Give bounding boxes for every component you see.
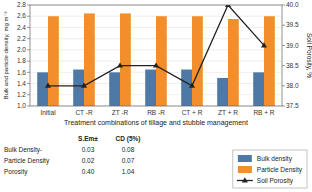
marker <box>117 62 123 67</box>
marker <box>261 42 267 47</box>
table-header: S.Em± <box>78 135 98 142</box>
y-tick-label: 1.2 <box>17 91 26 98</box>
legend-label: Particle Density <box>257 166 303 174</box>
bar <box>48 16 59 106</box>
bar <box>264 16 275 106</box>
bar <box>109 72 120 106</box>
y-tick <box>27 49 30 50</box>
y-tick-label: 2.2 <box>17 35 26 42</box>
y2-tick <box>282 106 285 107</box>
y2-tick <box>282 25 285 26</box>
y-tick-label: 1.0 <box>17 102 26 109</box>
footer-table: S.Em± CD (5%) Bulk Density- 0.03 0.08 Particl… <box>4 135 140 176</box>
background <box>0 0 312 192</box>
y-tick-label: 1.4 <box>17 80 26 87</box>
y2-tick-label: 39.0 <box>286 42 299 49</box>
x-tick-label: CT + R <box>182 109 203 116</box>
table-cell: 0.08 <box>122 146 135 153</box>
y-tick <box>27 5 30 6</box>
plot-frame <box>30 5 282 106</box>
plot-data <box>37 5 275 106</box>
table-cell: Bulk Density- <box>4 146 42 154</box>
marker <box>45 83 51 88</box>
y-tick-label: 1.6 <box>17 69 26 76</box>
table-cell: Porosity <box>4 168 28 176</box>
bar <box>217 78 228 106</box>
y-tick <box>27 106 30 107</box>
y2-tick <box>282 85 285 86</box>
table-cell: 0.02 <box>82 157 95 164</box>
y-tick-label: 1.8 <box>17 57 26 64</box>
y2-tick-label: 38.0 <box>286 82 299 89</box>
y-tick <box>27 72 30 73</box>
legend-label: Bulk density <box>257 155 293 163</box>
x-tick-label: RB + R <box>253 109 274 116</box>
bar <box>228 19 239 106</box>
y-tick <box>27 94 30 95</box>
table-cell: Particle Density <box>4 157 50 165</box>
line <box>48 5 264 86</box>
y-tick <box>27 16 30 17</box>
y2-tick-label: 39.5 <box>286 21 299 28</box>
table-cell: 0.07 <box>122 157 135 164</box>
y2-tick-label: 38.5 <box>286 62 299 69</box>
table-cell: 1.04 <box>122 168 135 175</box>
y-tick <box>27 83 30 84</box>
y-axis-label: Bulk and particle density, mg m⁻³ <box>3 11 9 99</box>
x-tick-label: ZT + R <box>218 109 238 116</box>
x-tick-label: ZT -R <box>112 109 129 116</box>
marker <box>189 83 195 88</box>
table-cell: 0.03 <box>82 146 95 153</box>
y-tick-label: 2.4 <box>17 24 26 31</box>
y-tick-label: 2.8 <box>17 1 26 8</box>
legend-swatch <box>238 155 252 162</box>
y2-tick-label: 37.5 <box>286 102 299 109</box>
legend-frame <box>233 150 307 188</box>
x-tick-label: RB -R <box>147 109 165 116</box>
x-tick-label: CT -R <box>75 109 93 116</box>
bar <box>120 13 131 106</box>
x-tick-label: Initial <box>40 109 56 116</box>
y-tick <box>27 38 30 39</box>
bar <box>145 70 156 106</box>
bar <box>37 72 48 106</box>
y2-tick <box>282 5 285 6</box>
legend-label: Soil Porosity <box>257 177 294 185</box>
y-tick-label: 2.0 <box>17 46 26 53</box>
table-cell: 0.40 <box>82 168 95 175</box>
bar <box>84 13 95 106</box>
y2-tick-label: 40.0 <box>286 1 299 8</box>
legend: Bulk density Particle Density Soil Porosit… <box>233 150 307 188</box>
y2-axis-label: Soil Porosity, % <box>305 33 312 78</box>
y-tick-label: 2.6 <box>17 12 26 19</box>
bar <box>253 72 264 106</box>
chart: 1.0 1.2 1.4 1.6 1.8 2.0 2.2 2.4 2.6 2.8 37.5 38.0 38… <box>0 0 312 192</box>
table-header: CD (5%) <box>116 135 141 143</box>
y-tick <box>27 61 30 62</box>
x-axis-label: Treatment combinations of tillage and st… <box>64 119 248 127</box>
y2-tick <box>282 45 285 46</box>
y2-tick <box>282 65 285 66</box>
legend-marker <box>242 177 248 182</box>
marker <box>153 62 159 67</box>
y-tick <box>27 27 30 28</box>
marker <box>81 83 87 88</box>
bar <box>156 16 167 106</box>
bar <box>192 16 203 106</box>
legend-swatch <box>238 166 252 173</box>
